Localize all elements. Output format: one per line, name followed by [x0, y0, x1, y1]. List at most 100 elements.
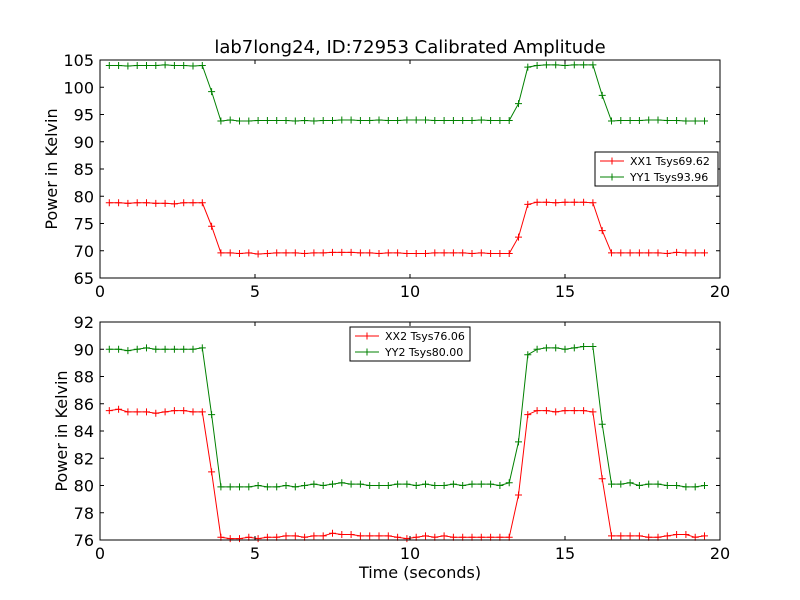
data-point [291, 483, 299, 491]
data-point [524, 351, 532, 359]
data-point [152, 345, 160, 353]
data-point [366, 532, 374, 540]
data-point [152, 61, 160, 69]
data-point [161, 345, 169, 353]
y-tick-label: 88 [74, 368, 94, 387]
data-point [561, 407, 569, 415]
data-point [663, 482, 671, 489]
data-point [403, 535, 411, 543]
data-point [589, 343, 597, 351]
data-point [338, 479, 346, 487]
data-point [329, 480, 336, 488]
data-point [515, 100, 522, 108]
y-tick-label: 100 [63, 78, 94, 97]
data-point [180, 345, 188, 353]
data-point [375, 482, 383, 489]
data-point [487, 249, 495, 257]
data-point [570, 61, 578, 69]
data-point [561, 198, 569, 206]
y-tick-label: 90 [74, 340, 94, 359]
top-subplot: 0 5 10 15 20 65 70 75 80 85 90 95 100 105 Power in Kel… [42, 51, 730, 301]
data-point [440, 116, 448, 124]
data-point [663, 249, 671, 257]
data-point [626, 249, 634, 257]
data-point [552, 344, 560, 352]
bottom-subplot: 0 5 10 15 20 76 78 80 82 84 86 88 90 92 Power in Kelvi… [52, 313, 730, 582]
series-2 [105, 61, 708, 125]
data-point [496, 116, 504, 124]
data-point [143, 408, 150, 416]
data-point [133, 345, 141, 353]
data-point [422, 532, 429, 540]
data-point [412, 116, 420, 124]
data-point [617, 116, 625, 124]
y-tick-label: 84 [74, 422, 94, 441]
data-point [198, 199, 206, 207]
legend-marker [363, 348, 371, 356]
data-point [170, 345, 178, 353]
data-point [505, 116, 513, 124]
data-point [366, 116, 374, 124]
data-point [143, 61, 150, 69]
data-point [226, 249, 234, 257]
data-point [170, 61, 178, 69]
data-point [105, 407, 113, 415]
data-point [245, 117, 253, 125]
data-point [635, 482, 643, 489]
data-point [533, 61, 541, 69]
data-point [403, 249, 411, 257]
data-point [515, 438, 522, 446]
data-point [366, 249, 374, 257]
data-point [273, 249, 281, 257]
data-point [170, 407, 178, 415]
legend-box [349, 326, 471, 362]
y-tick-label: 92 [74, 313, 94, 332]
data-point [236, 483, 243, 491]
data-point [701, 117, 708, 125]
legend: XX2 Tsys76.06 YY2 Tsys80.00 [349, 326, 471, 362]
data-point [542, 198, 550, 206]
data-point [189, 345, 197, 353]
data-point [208, 222, 216, 230]
data-point [598, 475, 606, 483]
data-point [449, 480, 457, 488]
legend-label: XX2 Tsys76.06 [385, 330, 465, 343]
data-point [319, 249, 327, 257]
data-point [608, 480, 615, 488]
data-point [394, 249, 402, 257]
data-point [180, 199, 188, 207]
data-point [189, 199, 197, 207]
data-point [124, 347, 132, 355]
data-point [682, 531, 690, 539]
data-point [161, 199, 169, 207]
data-point [291, 249, 299, 257]
data-point [449, 116, 457, 124]
data-point [282, 116, 290, 124]
x-tick-label: 0 [95, 282, 105, 301]
data-point [180, 61, 188, 69]
data-point [673, 531, 681, 539]
data-point [468, 480, 476, 488]
data-point [645, 249, 653, 257]
y-tick-label: 80 [74, 187, 94, 206]
data-point [422, 480, 429, 488]
x-tick-label: 5 [250, 282, 260, 301]
data-point [236, 249, 243, 257]
data-point [570, 407, 578, 415]
data-point [236, 535, 243, 543]
x-tick-label: 15 [555, 282, 575, 301]
data-point [626, 479, 634, 487]
data-point [263, 116, 271, 124]
y-tick-label: 105 [63, 51, 94, 70]
data-point [133, 408, 141, 416]
data-point [282, 482, 290, 489]
data-point [701, 482, 708, 489]
data-point [598, 91, 606, 99]
data-point [329, 529, 336, 537]
series-line [109, 64, 705, 122]
data-point [143, 199, 150, 207]
data-point [477, 249, 485, 257]
y-tick-label: 65 [74, 269, 94, 288]
data-point [701, 532, 708, 540]
data-point [608, 117, 615, 125]
